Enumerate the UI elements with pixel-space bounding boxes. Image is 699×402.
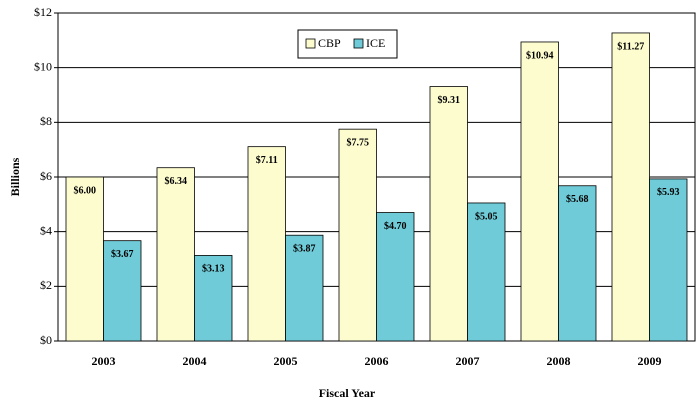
x-tick-label: 2006: [365, 354, 389, 368]
x-tick-label: 2007: [456, 354, 480, 368]
bar: [520, 41, 559, 342]
y-tick-label: $4: [40, 223, 52, 237]
bar: [65, 176, 104, 342]
bar: [156, 167, 195, 342]
bar: [376, 212, 415, 342]
data-label: $5.05: [475, 211, 498, 222]
bar: [247, 146, 286, 342]
bar: [611, 32, 650, 342]
data-label: $5.68: [566, 194, 589, 205]
x-tick-label: 2008: [547, 354, 571, 368]
y-tick-label: $6: [40, 169, 52, 183]
data-label: $9.31: [438, 95, 461, 106]
bar: [558, 185, 597, 342]
data-label: $7.75: [347, 137, 370, 148]
bar: [649, 178, 688, 342]
y-tick-label: $12: [34, 5, 52, 19]
data-label: $11.27: [617, 41, 644, 52]
data-label: $3.87: [293, 244, 316, 255]
data-label: $7.11: [256, 155, 278, 166]
data-label: $6.00: [74, 185, 97, 196]
legend-label: CBP: [318, 36, 341, 50]
x-tick-label: 2005: [274, 354, 298, 368]
legend-swatch: [305, 38, 316, 49]
y-tick-label: $0: [40, 333, 52, 347]
data-label: $3.13: [202, 264, 225, 275]
data-label: $10.94: [526, 50, 554, 61]
bar: [285, 234, 324, 342]
x-tick-label: 2009: [638, 354, 662, 368]
legend-swatch: [353, 38, 364, 49]
y-axis-title: Billions: [8, 157, 22, 196]
bar: [103, 240, 142, 342]
y-tick-label: $10: [34, 59, 52, 73]
data-label: $4.70: [384, 221, 407, 232]
bar: [338, 128, 377, 342]
bar: [194, 255, 233, 342]
y-tick-label: $2: [40, 278, 52, 292]
x-axis-title: Fiscal Year: [319, 386, 376, 400]
bar: [429, 86, 468, 342]
x-tick-label: 2004: [183, 354, 207, 368]
data-label: $5.93: [657, 187, 680, 198]
x-tick-label: 2003: [92, 354, 116, 368]
bar: [467, 202, 506, 342]
legend-label: ICE: [366, 36, 385, 50]
data-label: $3.67: [111, 249, 134, 260]
y-tick-label: $8: [40, 114, 52, 128]
data-label: $6.34: [165, 176, 188, 187]
